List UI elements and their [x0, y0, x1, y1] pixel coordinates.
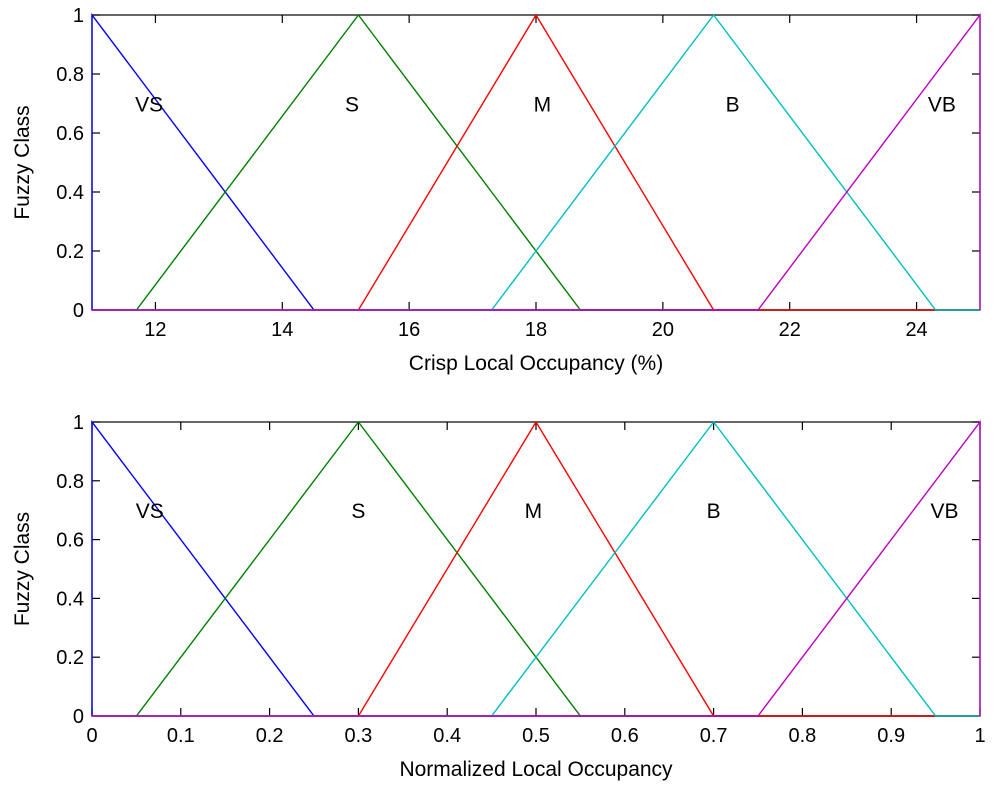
x-tick-label: 0.9	[877, 725, 905, 747]
y-tick-label: 0.8	[56, 471, 84, 493]
x-tick-label: 0.7	[700, 725, 728, 747]
y-tick-label: 0	[73, 706, 84, 728]
y-tick-label: 0.4	[56, 182, 84, 204]
class-label-b: B	[726, 94, 740, 117]
membership-line-vs	[91, 12, 980, 311]
normalized-occupancy-panel: 0 0.1 0.2 0.3 0.4 0.5 0.6 0.7 0.8 0.9 1 0 0.2 0.4 0.6 0…	[11, 412, 986, 781]
y-tick-label: 0.8	[56, 64, 84, 86]
crisp-occupancy-panel: 12 14 16 18 20 22 24 0 0.2 0.4 0.6 0.8 1 Crisp Local …	[11, 5, 981, 375]
x-tick-label: 24	[905, 319, 927, 341]
y-tick-label: 0	[73, 300, 84, 322]
y-axis-label: Fuzzy Class	[11, 512, 34, 626]
membership-line-m	[92, 420, 980, 717]
class-label-s: S	[351, 500, 365, 523]
y-tick-label: 0.2	[56, 647, 84, 669]
y-axis-label: Fuzzy Class	[11, 105, 34, 219]
membership-line-b	[92, 13, 980, 311]
membership-line-vs	[91, 419, 980, 717]
x-tick-label: 12	[144, 319, 166, 341]
x-tick-label: 14	[271, 319, 293, 341]
class-label-vs: VS	[135, 94, 163, 117]
y-tick-label: 0.6	[56, 123, 84, 145]
plot-frame	[91, 421, 981, 717]
class-label-s: S	[345, 94, 359, 117]
x-tick-label: 0.6	[611, 725, 639, 747]
membership-line-s	[92, 13, 980, 311]
x-tick-label: 0.8	[788, 725, 816, 747]
class-label-vb: VB	[928, 94, 956, 117]
x-axis-label: Normalized Local Occupancy	[399, 758, 673, 781]
x-tick-label: 1	[974, 725, 985, 747]
membership-line-vb	[92, 419, 981, 717]
membership-line-vb	[92, 12, 981, 311]
x-tick-label: 0.5	[522, 725, 550, 747]
x-tick-label: 20	[652, 319, 674, 341]
y-tick-label: 1	[73, 5, 84, 27]
class-label-vb: VB	[930, 500, 958, 523]
class-label-vs: VS	[136, 500, 164, 523]
x-tick-label: 0	[86, 725, 97, 747]
class-label-m: M	[534, 94, 552, 117]
x-tick-label: 18	[525, 319, 547, 341]
membership-line-s	[92, 420, 980, 717]
class-label-m: M	[525, 500, 543, 523]
x-tick-label: 0.3	[344, 725, 372, 747]
x-tick-label: 0.1	[167, 725, 195, 747]
y-tick-label: 0.6	[56, 530, 84, 552]
x-tick-label: 0.2	[256, 725, 284, 747]
x-tick-label: 0.4	[433, 725, 461, 747]
x-tick-label: 16	[398, 319, 420, 341]
membership-line-b	[92, 420, 980, 717]
membership-line-m	[92, 13, 980, 311]
y-tick-label: 1	[73, 412, 84, 434]
x-axis-label: Crisp Local Occupancy (%)	[409, 352, 663, 375]
class-label-b: B	[707, 500, 721, 523]
y-tick-label: 0.2	[56, 241, 84, 263]
plot-frame	[91, 14, 981, 311]
x-tick-label: 22	[779, 319, 801, 341]
y-tick-label: 0.4	[56, 588, 84, 610]
